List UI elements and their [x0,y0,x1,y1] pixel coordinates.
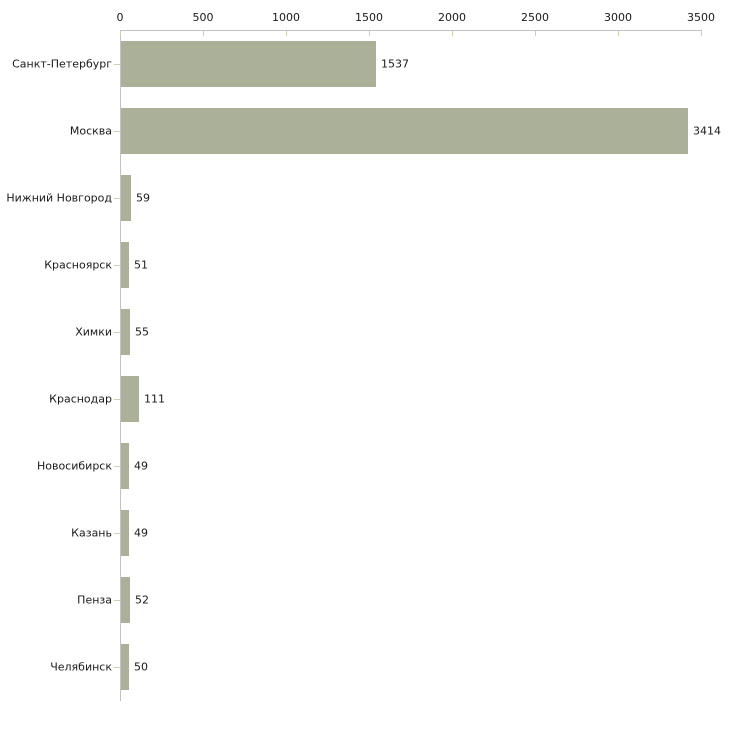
y-tick-mark [114,600,120,601]
x-tick-mark [369,31,370,36]
bar-6 [121,376,139,422]
y-tick-mark [114,265,120,266]
y-tick-mark [114,332,120,333]
bar-4 [121,242,129,288]
value-label: 49 [134,526,148,540]
bar-2 [121,108,688,154]
x-tick-label: 2000 [438,11,466,24]
value-label: 1537 [381,57,409,71]
x-tick-mark [286,31,287,36]
category-label: Казань [71,526,112,540]
bar-5 [121,309,130,355]
category-label: Красноярск [44,258,112,272]
category-label: Пенза [77,593,112,607]
x-tick-label: 0 [116,11,124,24]
bar-3 [121,175,131,221]
x-tick-mark [452,31,453,36]
x-tick-mark [535,31,536,36]
value-label: 50 [134,660,148,674]
x-tick-label: 3000 [604,11,632,24]
x-axis-line [120,30,702,31]
x-tick-mark [618,31,619,36]
category-label: Челябинск [50,660,112,674]
category-label: Нижний Новгород [6,191,112,205]
x-tick-mark [203,31,204,36]
x-tick-mark [701,31,702,36]
category-label: Химки [75,325,112,339]
value-label: 51 [134,258,148,272]
x-tick-label: 1500 [355,11,383,24]
x-tick-mark [120,31,121,36]
bar-7 [121,443,129,489]
x-tick-label: 500 [192,11,214,24]
y-tick-mark [114,667,120,668]
value-label: 52 [135,593,149,607]
category-label: Краснодар [49,392,112,406]
bar-8 [121,510,129,556]
y-axis-line [120,30,121,701]
y-tick-mark [114,466,120,467]
value-label: 49 [134,459,148,473]
bar-1 [121,41,376,87]
value-label: 3414 [693,124,721,138]
x-tick-label: 2500 [521,11,549,24]
value-label: 59 [136,191,150,205]
category-label: Санкт-Петербург [12,57,112,71]
bar-9 [121,577,130,623]
value-label: 55 [135,325,149,339]
x-tick-label: 1000 [272,11,300,24]
y-tick-mark [114,533,120,534]
x-tick-label: 3500 [687,11,715,24]
value-label: 111 [144,392,165,406]
y-tick-mark [114,64,120,65]
bar-10 [121,644,129,690]
category-label: Москва [69,124,112,138]
y-tick-mark [114,198,120,199]
category-label: Новосибирск [36,459,112,473]
y-tick-mark [114,131,120,132]
y-tick-mark [114,399,120,400]
